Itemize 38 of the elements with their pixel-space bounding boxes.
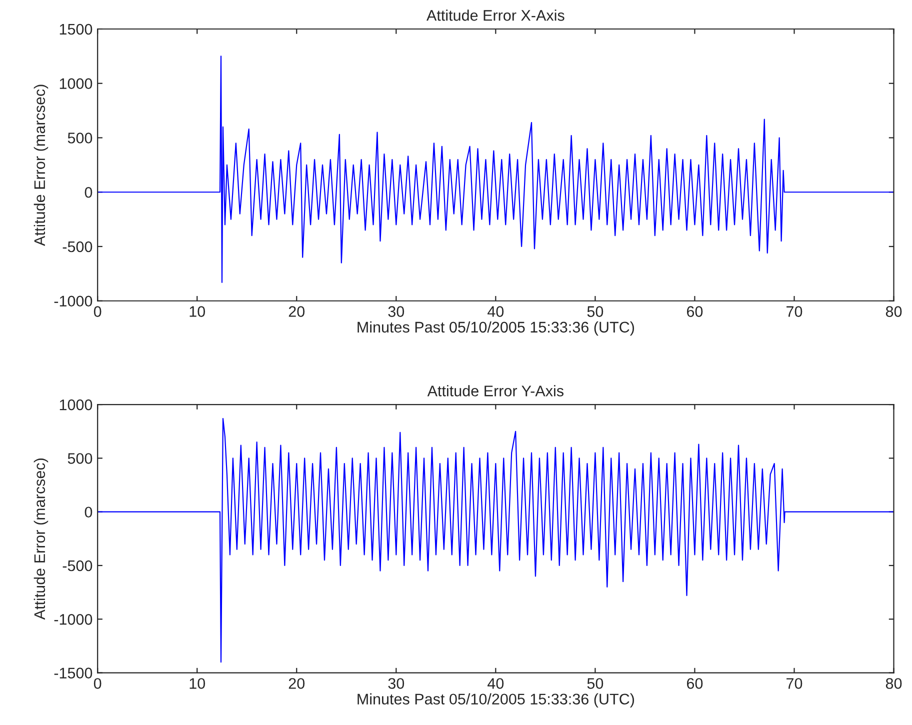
y-tick-label: 1500 (60, 24, 92, 35)
x-axis-title: Minutes Past 05/10/2005 15:33:36 (UTC) (358, 693, 634, 708)
y-tick-label: 0 (84, 506, 92, 518)
y-tick-label: -1500 (54, 668, 92, 678)
x-tick-label: 10 (190, 678, 206, 689)
x-tick-label: 40 (488, 678, 504, 689)
y-tick-label: 1000 (60, 399, 92, 410)
line-series (98, 418, 894, 663)
x-tick-label: 50 (587, 306, 604, 317)
x-tick-label: 20 (288, 306, 305, 317)
y-tick-label: 500 (68, 453, 92, 464)
x-tick-label: 20 (288, 678, 305, 689)
y-tick-label: -1000 (54, 296, 92, 307)
x-tick-label: 80 (886, 306, 902, 317)
y-axis-title: Attitude Error (marcsec) (34, 458, 48, 620)
y-tick-label: 500 (68, 132, 92, 144)
y-tick-label: -500 (62, 241, 92, 252)
x-tick-label: 70 (786, 306, 802, 317)
chart-title: Attitude Error X-Axis (426, 10, 564, 21)
x-tick-label: 70 (786, 678, 802, 689)
chart-title: Attitude Error Y-Axis (427, 385, 564, 396)
y-axis-title: Attitude Error (marcsec) (34, 84, 48, 246)
x-tick-label: 10 (190, 306, 206, 317)
y-tick-label: -500 (62, 560, 92, 572)
x-tick-label: 40 (488, 306, 504, 317)
line-series (98, 56, 894, 283)
x-tick-label: 60 (686, 678, 703, 689)
x-tick-label: 0 (94, 306, 102, 317)
y-tick-label: -1000 (54, 614, 92, 625)
x-tick-label: 0 (94, 678, 102, 689)
x-tick-label: 60 (686, 306, 703, 317)
x-tick-label: 80 (886, 678, 902, 689)
x-tick-label: 30 (388, 678, 404, 689)
y-tick-label: 1000 (60, 78, 92, 90)
x-tick-label: 50 (587, 678, 604, 689)
x-tick-label: 30 (388, 306, 404, 317)
y-tick-label: 0 (84, 186, 92, 198)
x-axis-title: Minutes Past 05/10/2005 15:33:36 (UTC) (358, 321, 634, 336)
